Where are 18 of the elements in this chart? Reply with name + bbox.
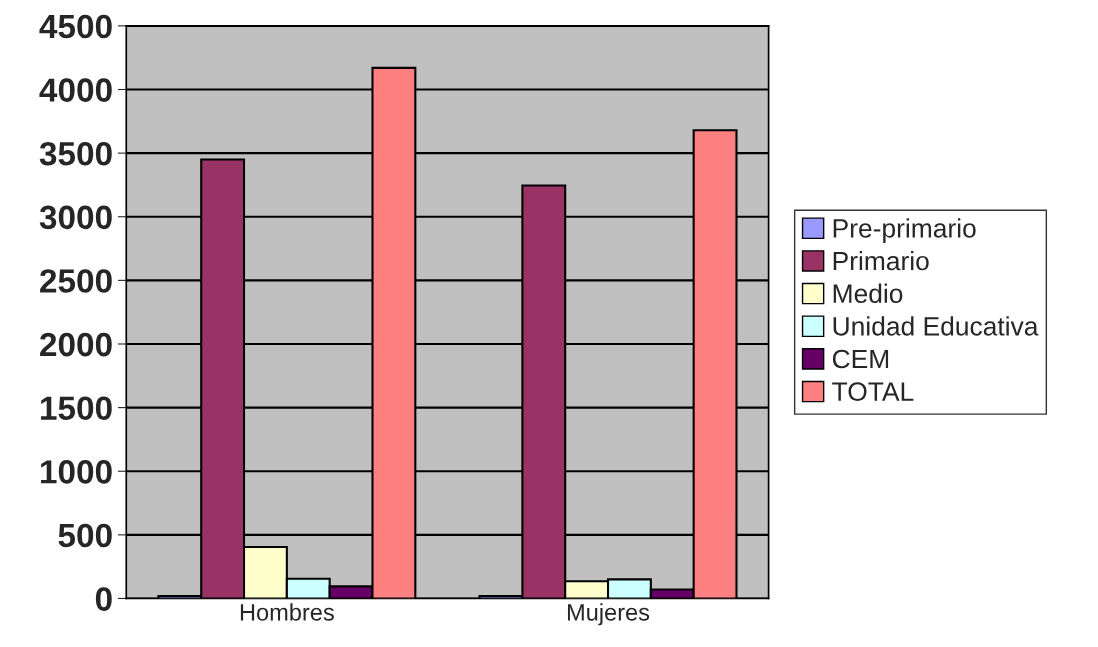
y-tick-label: 2000	[40, 332, 112, 357]
legend-label: Primario	[833, 250, 929, 271]
y-tick-label: 3000	[39, 205, 112, 230]
y-tick-label: 0	[95, 587, 112, 611]
legend-label: Medio	[833, 283, 903, 303]
y-tick-label: 500	[58, 523, 112, 548]
y-tick-label: 3500	[39, 141, 112, 166]
legend-label: CEM	[832, 349, 889, 369]
y-tick-label: 2500	[40, 269, 112, 293]
y-tick-label: 4500	[39, 14, 112, 39]
x-tick-label: Hombres	[240, 603, 334, 621]
y-tick-label: 1000	[41, 460, 112, 484]
legend-label: Pre-primario	[833, 218, 976, 243]
x-tick-label: Mujeres	[567, 603, 650, 626]
legend-label: TOTAL	[832, 382, 914, 401]
legend-label: Unidad Educativa	[833, 316, 1039, 336]
y-tick-label: 1500	[41, 396, 112, 421]
y-tick-label: 4000	[39, 78, 112, 102]
